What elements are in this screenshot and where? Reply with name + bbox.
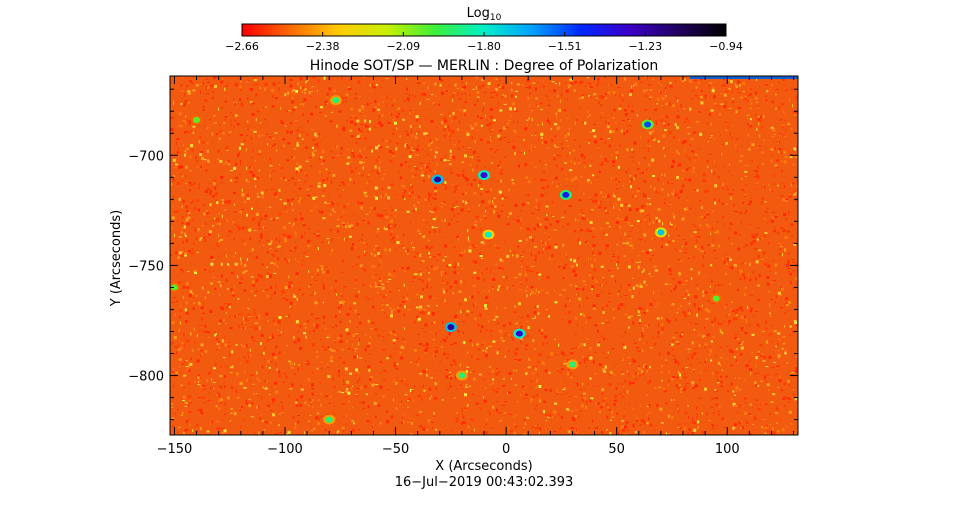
- y-tick-label: −750: [128, 259, 164, 274]
- feature-point: [562, 191, 570, 198]
- feature-point: [170, 284, 178, 291]
- colorbar-label: Log10: [467, 6, 502, 23]
- chart-title: Hinode SOT/SP — MERLIN : Degree of Polar…: [310, 58, 659, 74]
- colorbar-tick-label: −1.23: [628, 40, 662, 53]
- x-tick-label: 0: [502, 442, 510, 457]
- feature-point: [193, 117, 201, 124]
- feature-point: [434, 176, 442, 183]
- timestamp: 16−Jul−2019 00:43:02.393: [395, 475, 574, 490]
- colorbar-ticks: −2.66 −2.38 −2.09 −1.80 −1.51 −1.23 −0.94: [225, 32, 743, 53]
- feature-point: [480, 172, 488, 179]
- colorbar-tick-label: −2.09: [386, 40, 420, 53]
- feature-point: [447, 324, 455, 331]
- colorbar-tick-label: −1.51: [548, 40, 582, 53]
- colorbar: Log10 −2.66 −2.38 −2.09 −1.80 −1.51 −1.23 −0.9…: [225, 6, 743, 53]
- x-tick-label: 100: [715, 442, 740, 457]
- heatmap-features: [170, 95, 723, 425]
- feature-point: [657, 229, 665, 236]
- y-tick-label: −700: [128, 149, 164, 164]
- colorbar-tick-label: −1.80: [467, 40, 501, 53]
- heatmap-top-edge: [690, 76, 798, 79]
- x-tick-label: −100: [267, 442, 303, 457]
- colorbar-tick-label: −2.66: [225, 40, 259, 53]
- x-tick-label: 50: [608, 442, 625, 457]
- feature-point: [712, 295, 720, 302]
- feature-point: [458, 372, 466, 379]
- x-tick-label: −50: [382, 442, 409, 457]
- x-axis-label: X (Arcseconds): [435, 459, 532, 474]
- x-axis: −150 −100 −50 0 50 100: [157, 76, 795, 457]
- heatmap-texture: [170, 76, 798, 435]
- feature-point: [332, 97, 340, 104]
- x-tick-label: −150: [157, 442, 193, 457]
- y-axis-label: Y (Arcseconds): [109, 210, 124, 307]
- feature-point: [515, 330, 523, 337]
- colorbar-tick-label: −2.38: [306, 40, 340, 53]
- feature-point: [325, 416, 333, 423]
- y-axis: −700 −750 −800: [128, 88, 798, 421]
- colorbar-tick-label: −0.94: [709, 40, 743, 53]
- feature-point: [644, 121, 652, 128]
- feature-point: [568, 361, 576, 368]
- feature-point: [484, 231, 492, 238]
- y-tick-label: −800: [128, 370, 164, 385]
